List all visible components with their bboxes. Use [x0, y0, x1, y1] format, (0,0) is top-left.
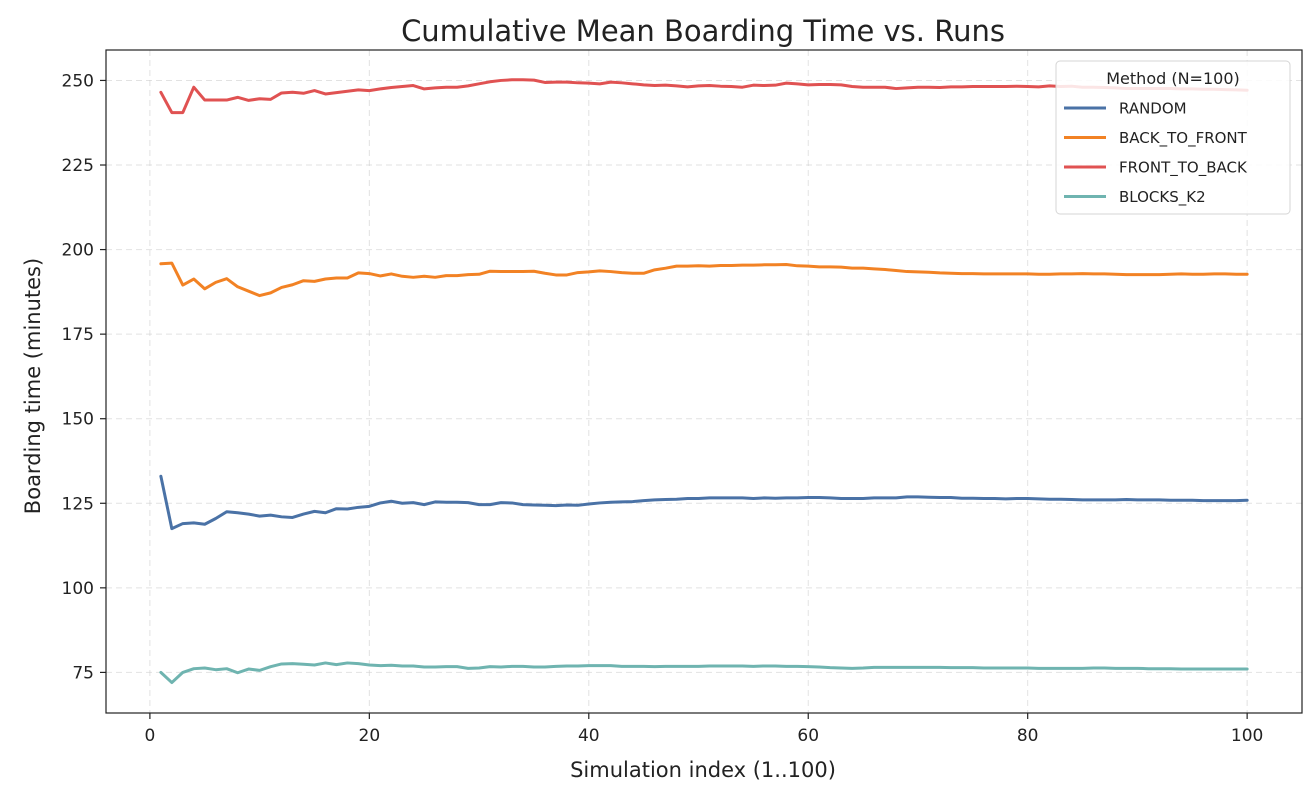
y-tick-label: 150: [62, 410, 94, 430]
x-tick-label: 80: [1017, 726, 1039, 746]
plot-frame: [105, 49, 1303, 714]
x-tick-label: 0: [144, 726, 155, 746]
legend-label-random: RANDOM: [1119, 100, 1187, 118]
tick-layer: 0 20 40 60 80 100 75 100 125 150 175 200 225 250: [62, 71, 1264, 746]
x-tick-label: 40: [578, 726, 600, 746]
legend-title: Method (N=100): [1106, 69, 1240, 88]
series-line-back-to-front: [159, 261, 1249, 298]
x-tick-label: 100: [1231, 726, 1263, 746]
series-line-blocks-k2: [159, 661, 1249, 685]
y-tick-label: 200: [62, 241, 94, 261]
x-tick-label: 60: [797, 726, 819, 746]
legend-label-front-to-back: FRONT_TO_BACK: [1119, 159, 1248, 178]
y-tick-label: 125: [62, 494, 94, 514]
y-axis-label: Boarding time (minutes): [21, 258, 45, 514]
y-tick-label: 75: [72, 663, 94, 683]
legend-label-back-to-front: BACK_TO_FRONT: [1119, 129, 1248, 148]
y-tick-label: 225: [62, 156, 94, 176]
x-tick-label: 20: [359, 726, 381, 746]
y-tick-label: 175: [62, 325, 94, 345]
y-tick-label: 250: [62, 71, 94, 91]
legend-items: RANDOM BACK_TO_FRONT FRONT_TO_BACK BLOCKS_K…: [1064, 100, 1248, 207]
legend: Method (N=100) RANDOM BACK_TO_FRONT FRONT_…: [1055, 60, 1291, 215]
legend-box: [1055, 60, 1291, 215]
chart-title: Cumulative Mean Boarding Time vs. Runs: [401, 14, 1005, 48]
x-axis-label: Simulation index (1..100): [570, 758, 836, 782]
legend-label-blocks-k2: BLOCKS_K2: [1119, 188, 1206, 207]
series-line-random: [159, 474, 1249, 531]
y-tick-label: 100: [62, 579, 94, 599]
